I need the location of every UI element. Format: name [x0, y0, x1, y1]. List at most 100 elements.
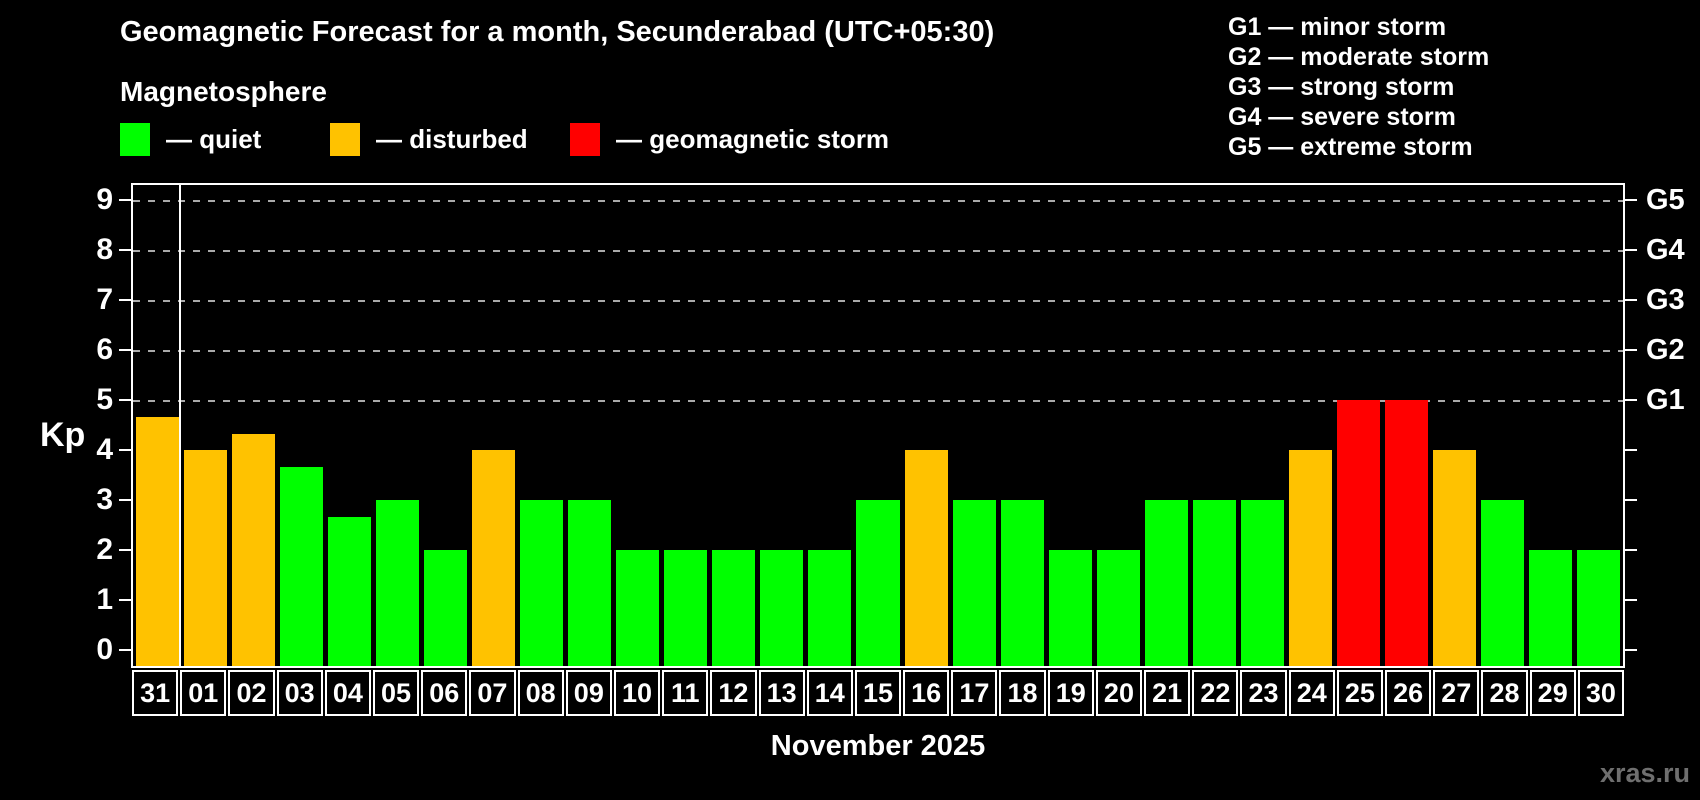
- storm-scale-item-g5: G5 — extreme storm: [1228, 133, 1473, 161]
- x-axis-date-cell-05: 05: [372, 670, 420, 716]
- bar-04: [327, 516, 371, 666]
- bar-08: [520, 500, 564, 666]
- gridline-kp8: [133, 250, 1623, 252]
- disturbed-color-swatch-icon: [330, 122, 360, 156]
- y-axis-tick-right-0: [1625, 649, 1637, 651]
- y-axis-tick-right-1: [1625, 599, 1637, 601]
- legend-label-disturbed: — disturbed: [376, 123, 528, 154]
- x-axis-date-cell-04: 04: [324, 670, 371, 716]
- x-axis-date-cell-06: 06: [421, 670, 468, 716]
- g-scale-label-g3: G3: [1646, 284, 1685, 316]
- y-axis-tick-left-1: [119, 599, 131, 601]
- gridline-kp7: [133, 300, 1623, 302]
- y-axis-tick-left-2: [119, 549, 131, 551]
- storm-scale-item-g4: G4 — severe storm: [1228, 103, 1456, 131]
- month-separator-line: [179, 185, 182, 666]
- y-axis-tick-right-7: [1625, 299, 1637, 301]
- storm-scale-legend: G1 — minor storm G2 — moderate storm G3 …: [1228, 12, 1489, 162]
- x-axis-date-cell-26: 26: [1385, 670, 1432, 716]
- storm-scale-item-g1: G1 — minor storm: [1228, 13, 1447, 41]
- g-scale-label-g2: G2: [1646, 334, 1685, 366]
- x-axis-date-cell-02: 02: [228, 670, 275, 716]
- bar-13: [760, 550, 804, 666]
- bar-21: [1144, 500, 1188, 666]
- bar-29: [1529, 550, 1573, 666]
- legend-label-storm: — geomagnetic storm: [616, 123, 890, 154]
- bar-15: [856, 500, 900, 666]
- x-axis-date-cell-27: 27: [1433, 670, 1480, 716]
- legend-item-disturbed: — disturbed: [330, 121, 528, 157]
- y-axis-label-8: 8: [96, 233, 113, 266]
- x-axis-date-cell-30: 30: [1577, 670, 1624, 716]
- bar-28: [1481, 500, 1525, 666]
- gridline-kp6: [133, 350, 1623, 352]
- y-axis-label-9: 9: [96, 183, 113, 216]
- y-axis-tick-right-9: [1625, 199, 1637, 201]
- y-axis-tick-left-0: [119, 649, 131, 651]
- y-axis-tick-right-6: [1625, 349, 1637, 351]
- bar-26: [1385, 400, 1429, 666]
- y-axis-tick-left-7: [119, 299, 131, 301]
- bar-22: [1192, 500, 1236, 666]
- y-axis-label-6: 6: [96, 333, 113, 366]
- y-axis-label-2: 2: [96, 533, 113, 566]
- y-axis-label-4: 4: [96, 433, 113, 466]
- x-axis-date-cell-13: 13: [758, 670, 805, 716]
- x-axis-date-cell-15: 15: [854, 670, 902, 716]
- y-axis-label-0: 0: [96, 633, 113, 666]
- x-axis-date-cell-25: 25: [1336, 670, 1384, 716]
- bar-12: [712, 550, 756, 666]
- y-axis-tick-left-8: [119, 249, 131, 251]
- x-axis-date-cell-24: 24: [1288, 670, 1335, 716]
- bar-27: [1433, 450, 1477, 666]
- quiet-color-swatch-icon: [120, 122, 150, 156]
- y-axis-tick-right-2: [1625, 549, 1637, 551]
- x-axis-date-cell-22: 22: [1192, 670, 1239, 716]
- month-label: November 2025: [770, 730, 986, 762]
- storm-scale-item-g3: G3 — strong storm: [1228, 73, 1455, 101]
- x-axis-date-cell-10: 10: [613, 670, 661, 716]
- y-axis-tick-left-5: [119, 399, 131, 401]
- bar-20: [1096, 550, 1140, 666]
- legend-label-quiet: — quiet: [166, 123, 262, 154]
- y-axis-tick-left-3: [119, 499, 131, 501]
- g-scale-label-g5: G5: [1646, 184, 1685, 216]
- bar-24: [1289, 450, 1333, 666]
- bar-16: [904, 450, 948, 666]
- bar-11: [664, 550, 708, 666]
- y-axis-label-5: 5: [96, 383, 113, 416]
- y-axis-label-3: 3: [96, 483, 113, 516]
- storm-color-swatch-icon: [570, 122, 600, 156]
- bar-30: [1577, 550, 1621, 666]
- y-axis-tick-right-4: [1625, 449, 1637, 451]
- bar-03: [279, 466, 323, 666]
- watermark: xras.ru: [1599, 758, 1690, 788]
- bar-02: [231, 433, 275, 666]
- x-axis-date-row: 31 01 02 03 04 05 06 07 08 09 10 11 12 13 14 15 16 17 18 19…: [131, 670, 1625, 716]
- y-axis-title: Kp: [40, 416, 86, 454]
- x-axis-date-cell-03: 03: [276, 670, 323, 716]
- x-axis-date-cell-28: 28: [1481, 670, 1528, 716]
- plot-area: [131, 183, 1625, 668]
- g-scale-label-g4: G4: [1646, 234, 1685, 266]
- x-axis-date-cell-09: 09: [565, 670, 612, 716]
- bar-17: [952, 500, 996, 666]
- subtitle-magnetosphere: Magnetosphere: [120, 76, 327, 107]
- y-axis-tick-left-4: [119, 449, 131, 451]
- y-axis-tick-right-3: [1625, 499, 1637, 501]
- bar-01: [183, 450, 227, 666]
- bar-07: [471, 450, 515, 666]
- x-axis-date-cell-14: 14: [806, 670, 853, 716]
- bar-23: [1240, 500, 1285, 666]
- x-axis-date-cell-07: 07: [469, 670, 516, 716]
- x-axis-date-cell-18: 18: [999, 670, 1046, 716]
- x-axis-date-cell-29: 29: [1529, 670, 1576, 716]
- x-axis-date-cell-21: 21: [1144, 670, 1191, 716]
- bar-18: [1000, 500, 1044, 666]
- bar-25: [1337, 400, 1381, 666]
- bar-05: [375, 500, 419, 666]
- bar-14: [808, 550, 852, 666]
- bar-31: [135, 416, 179, 666]
- x-axis-date-cell-01: 01: [180, 670, 227, 716]
